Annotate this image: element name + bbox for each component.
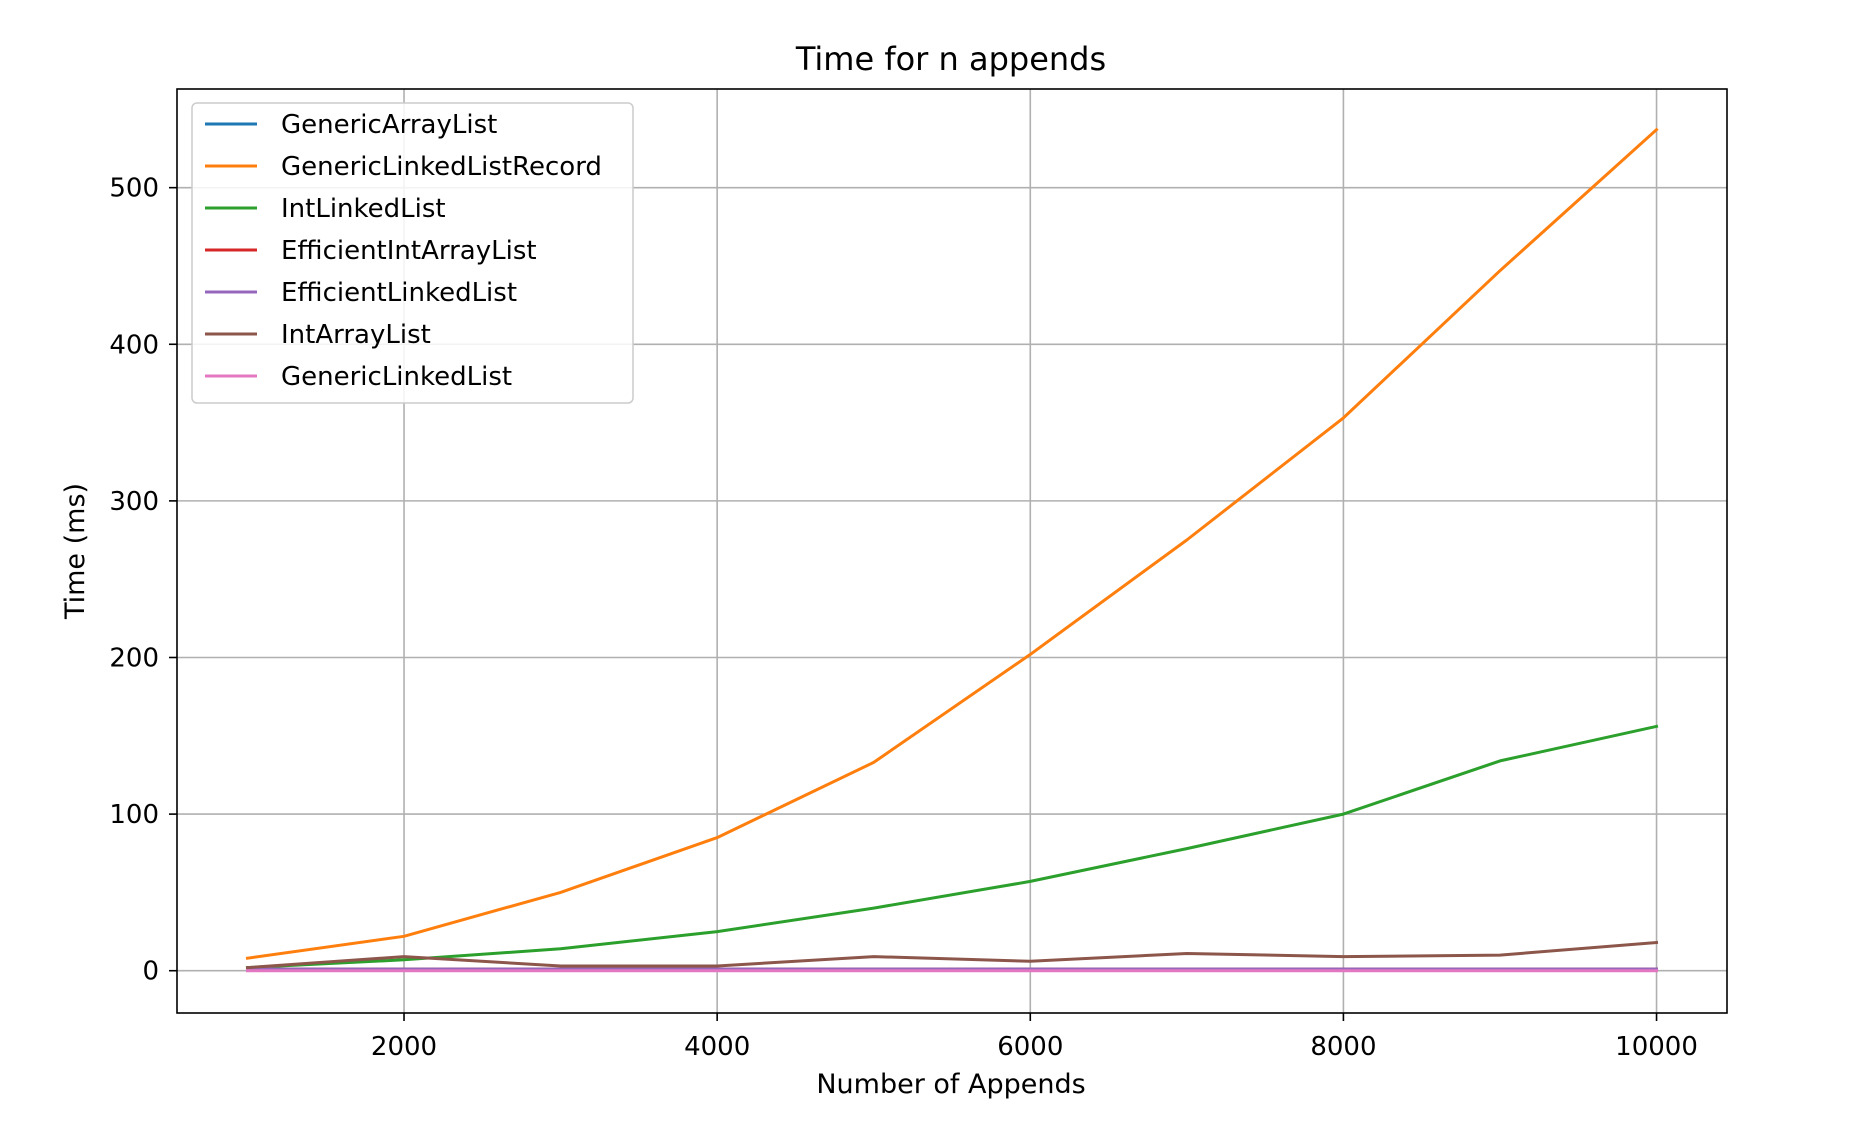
x-tick-label: 6000 — [997, 1032, 1063, 1062]
x-tick-label: 4000 — [684, 1032, 750, 1062]
chart-title: Time for n appends — [795, 40, 1106, 78]
legend-label: IntLinkedList — [281, 194, 446, 224]
series-line-genericlinkedlistrecord — [245, 127, 1659, 960]
legend-label: GenericLinkedListRecord — [281, 152, 602, 182]
legend: GenericArrayList GenericLinkedListRecord I… — [191, 102, 634, 404]
x-axis-title: Number of Appends — [816, 1069, 1085, 1100]
legend-label: EfficientIntArrayList — [281, 236, 537, 266]
legend-label: GenericLinkedList — [281, 362, 512, 392]
series-line-intarraylist — [245, 940, 1659, 970]
y-tick-label: 500 — [109, 174, 159, 204]
x-tick-label: 10000 — [1615, 1032, 1698, 1062]
legend-box — [191, 102, 634, 404]
series-lines — [245, 127, 1659, 973]
y-tick-label: 100 — [109, 800, 159, 830]
axis-ticks: 2000 4000 6000 8000 10000 0 100 200 300 400 500 — [109, 174, 1698, 1062]
legend-label: EfficientLinkedList — [281, 278, 517, 308]
x-tick-label: 2000 — [371, 1032, 437, 1062]
y-tick-label: 300 — [109, 487, 159, 517]
y-tick-label: 200 — [109, 643, 159, 673]
x-tick-label: 8000 — [1310, 1032, 1376, 1062]
legend-label: IntArrayList — [281, 320, 431, 350]
plot-frame — [176, 88, 1728, 1014]
grid — [177, 89, 1727, 1013]
y-tick-label: 400 — [109, 330, 159, 360]
legend-label: GenericArrayList — [281, 110, 497, 140]
y-axis-title: Time (ms) — [60, 483, 91, 620]
y-tick-label: 0 — [142, 957, 159, 987]
series-line-intlinkedlist — [245, 724, 1659, 970]
